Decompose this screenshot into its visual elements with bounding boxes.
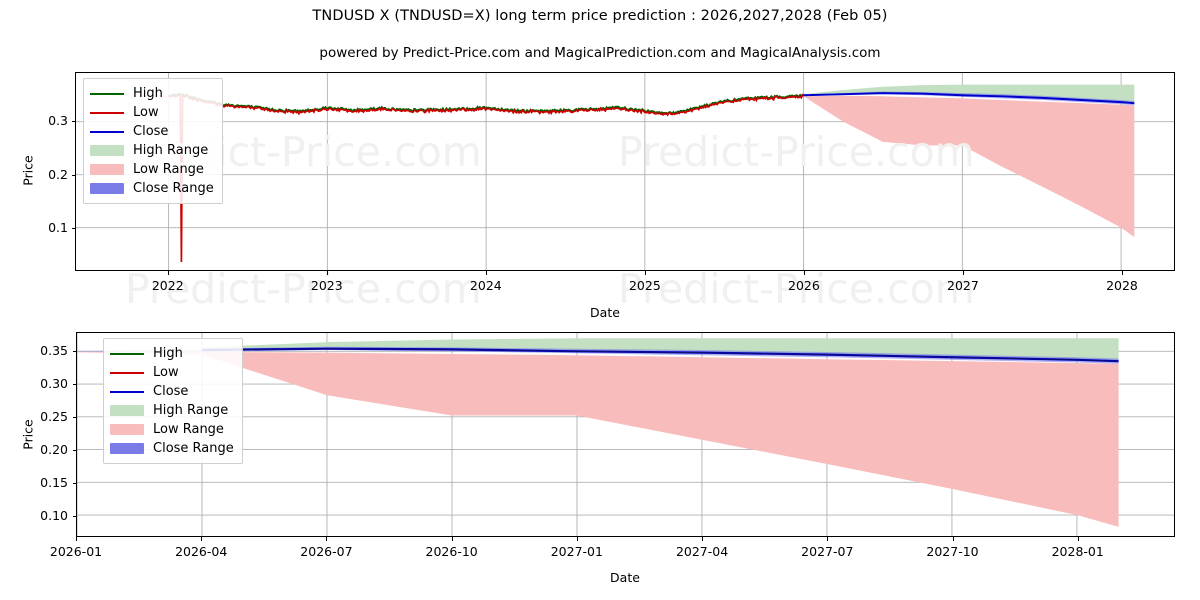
y-tick-label: 0.30	[40, 375, 68, 391]
page-title: TNDUSD X (TNDUSD=X) long term price pred…	[312, 8, 888, 24]
x-tick-label: 2026	[788, 278, 820, 293]
x-tick-mark	[962, 271, 964, 275]
x-tick-mark	[576, 537, 578, 541]
overview-x-axis-label: Date	[590, 305, 620, 320]
x-tick-label: 2027-07	[801, 544, 854, 559]
x-tick-mark	[451, 537, 453, 541]
legend-item-label: Low Range	[133, 162, 204, 177]
x-tick-mark	[803, 271, 805, 275]
legend-item: Low Range	[110, 420, 234, 439]
x-tick-label: 2026-07	[300, 544, 353, 559]
forecast-detail-chart-panel	[76, 332, 1175, 537]
x-tick-mark	[167, 271, 169, 275]
x-tick-mark	[644, 271, 646, 275]
legend-item: Close Range	[90, 179, 214, 198]
y-tick-label: 0.20	[40, 441, 68, 457]
x-tick-label: 2027-04	[675, 544, 729, 559]
y-tick-label: 0.2	[48, 166, 68, 182]
y-tick-mark	[72, 383, 76, 385]
forecast-detail-x-axis-label: Date	[610, 570, 640, 585]
y-tick-label: 0.3	[48, 113, 68, 129]
y-tick-label: 0.35	[40, 342, 68, 358]
legend-line-swatch	[110, 390, 144, 393]
legend-item-label: High Range	[153, 403, 229, 418]
y-tick-mark	[71, 121, 75, 123]
legend-patch-swatch	[90, 164, 124, 175]
y-tick-label: 0.10	[40, 507, 68, 523]
y-tick-mark	[72, 515, 76, 517]
legend-item: Close	[90, 122, 214, 141]
y-tick-mark	[72, 449, 76, 451]
y-tick-mark	[72, 482, 76, 484]
legend-item-label: Close	[133, 124, 169, 139]
legend-line-swatch	[90, 111, 124, 114]
x-tick-label: 2026-04	[175, 544, 228, 559]
x-tick-mark	[1121, 271, 1123, 275]
forecast-detail-plot-area	[77, 333, 1174, 536]
y-tick-label: 0.15	[40, 474, 68, 490]
legend-item: Low	[90, 103, 214, 122]
legend-item-label: Close Range	[153, 441, 234, 456]
forecast-detail-y-axis-label: Price	[20, 419, 36, 450]
legend-item-label: Low	[133, 105, 159, 120]
x-tick-label: 2026-01	[49, 544, 103, 559]
x-tick-mark	[326, 271, 328, 275]
legend-patch-swatch	[90, 183, 124, 194]
x-tick-label: 2028-01	[1051, 544, 1104, 559]
legend-item-label: High Range	[133, 143, 209, 158]
overview-plot-area	[76, 73, 1174, 270]
legend-patch-swatch	[110, 424, 144, 435]
legend-line-swatch	[90, 92, 124, 95]
page-subtitle: powered by Predict-Price.com and Magical…	[319, 45, 881, 61]
y-tick-mark	[72, 350, 76, 352]
y-tick-label: 0.1	[48, 220, 68, 236]
x-tick-mark	[1077, 537, 1079, 541]
legend-patch-swatch	[110, 443, 144, 454]
legend-item: Close Range	[110, 439, 234, 458]
x-tick-mark	[201, 537, 203, 541]
legend-item: Close	[110, 382, 234, 401]
legend-line-swatch	[110, 371, 144, 374]
overview-legend: High Low Close High Range Low Range Close Ran…	[83, 78, 223, 204]
x-tick-mark	[952, 537, 954, 541]
overview-chart-panel	[75, 72, 1175, 271]
legend-item-label: Close Range	[133, 181, 214, 196]
x-tick-mark	[485, 271, 487, 275]
x-tick-mark	[76, 537, 77, 541]
x-tick-mark	[827, 537, 829, 541]
legend-item: High Range	[110, 401, 234, 420]
legend-patch-swatch	[90, 145, 124, 156]
y-tick-label: 0.25	[40, 408, 68, 424]
x-tick-mark	[702, 537, 704, 541]
x-tick-mark	[326, 537, 328, 541]
x-tick-label: 2024	[469, 278, 502, 293]
overview-y-axis-label: Price	[20, 155, 36, 186]
x-tick-label: 2027-01	[550, 544, 603, 559]
x-tick-label: 2027-10	[926, 544, 979, 559]
x-tick-label: 2022	[151, 278, 184, 293]
x-tick-label: 2027	[947, 278, 979, 293]
legend-item-label: Low Range	[153, 422, 224, 437]
legend-item-label: High	[133, 86, 163, 101]
legend-patch-swatch	[110, 405, 144, 416]
legend-item: High	[110, 344, 234, 363]
legend-item-label: Close	[153, 384, 189, 399]
forecast-detail-legend: High Low Close High Range Low Range Close Ran…	[103, 338, 243, 464]
legend-line-swatch	[110, 352, 144, 355]
legend-item: Low	[110, 363, 234, 382]
y-tick-mark	[71, 174, 75, 176]
x-tick-label: 2028	[1106, 278, 1138, 293]
legend-item: High Range	[90, 141, 214, 160]
legend-line-swatch	[90, 130, 124, 133]
legend-item-label: High	[153, 346, 183, 361]
y-tick-mark	[71, 228, 75, 230]
legend-item-label: Low	[153, 365, 179, 380]
x-tick-label: 2025	[628, 278, 661, 293]
y-tick-mark	[72, 416, 76, 418]
legend-item: Low Range	[90, 160, 214, 179]
x-tick-label: 2026-10	[425, 544, 478, 559]
x-tick-label: 2023	[310, 278, 343, 293]
legend-item: High	[90, 84, 214, 103]
